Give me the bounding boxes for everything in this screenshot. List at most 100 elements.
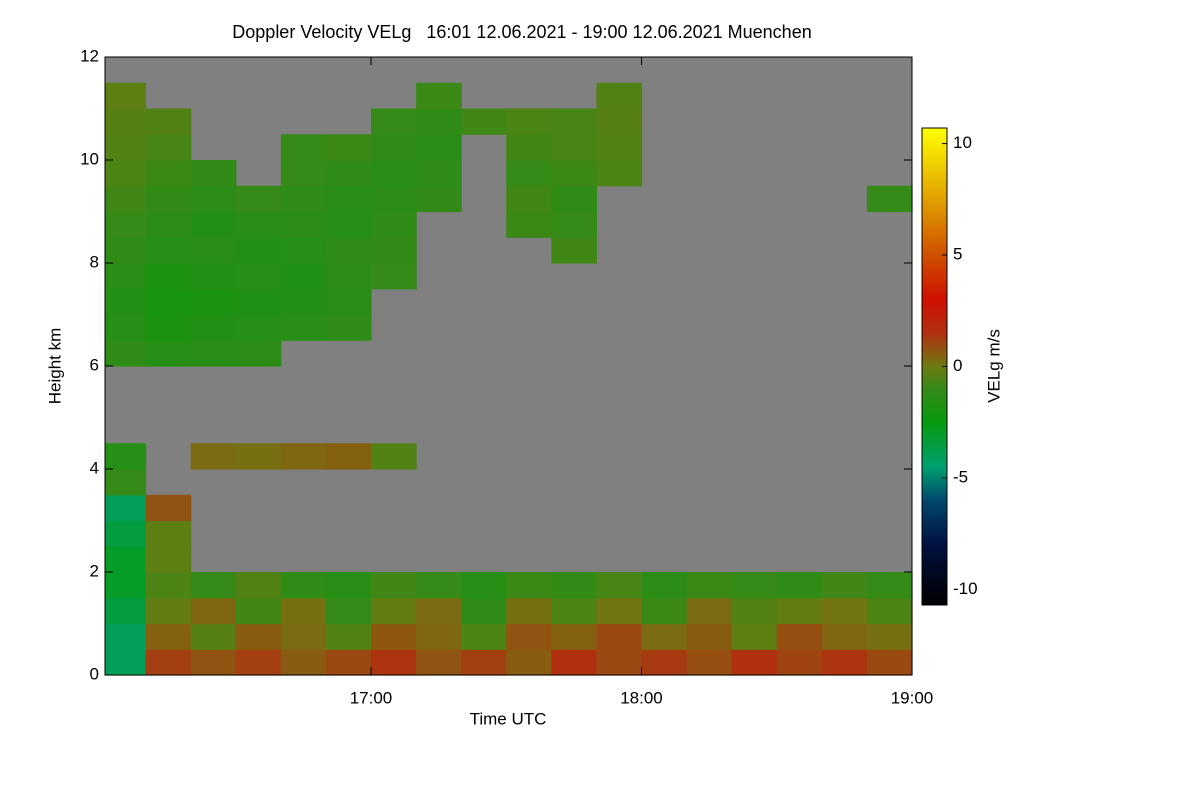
heatmap-cell xyxy=(145,520,192,547)
heatmap-cell xyxy=(190,572,237,599)
heatmap-cell xyxy=(416,649,462,676)
heatmap-cell xyxy=(280,623,327,650)
heatmap-cell xyxy=(105,237,147,264)
heatmap-cell xyxy=(325,160,372,187)
heatmap-cell xyxy=(370,572,417,599)
heatmap-cell xyxy=(105,160,147,187)
y-tick-label: 10 xyxy=(80,149,99,168)
heatmap-cell xyxy=(370,185,417,213)
heatmap-cell xyxy=(105,443,147,470)
heatmap-cell xyxy=(280,288,327,316)
heatmap-cell xyxy=(551,572,598,599)
heatmap-cell xyxy=(190,443,237,470)
heatmap-cell xyxy=(235,623,282,650)
colorbar-tick-label: 0 xyxy=(953,356,962,375)
heatmap-cell xyxy=(776,649,823,676)
heatmap-cell xyxy=(190,263,237,290)
x-tick-label: 19:00 xyxy=(891,688,934,707)
y-tick-label: 2 xyxy=(90,561,99,580)
heatmap-cell xyxy=(145,185,192,213)
heatmap-cell xyxy=(145,211,192,238)
heatmap-cell xyxy=(145,160,192,187)
heatmap-cell xyxy=(821,649,868,676)
heatmap-cell xyxy=(190,314,237,341)
heatmap-cell xyxy=(280,649,327,676)
heatmap-cell xyxy=(190,597,237,625)
heatmap-cell xyxy=(235,649,282,676)
heatmap-cell xyxy=(641,572,688,599)
heatmap-cell xyxy=(686,572,733,599)
heatmap-cell xyxy=(235,443,282,470)
heatmap-cell xyxy=(461,623,507,650)
heatmap-cell xyxy=(416,185,462,213)
heatmap-cell xyxy=(105,340,147,367)
heatmap-cell xyxy=(596,134,643,161)
heatmap-cell xyxy=(280,314,327,341)
heatmap-cell xyxy=(145,314,192,341)
colorbar-tick-label: -10 xyxy=(953,579,978,598)
heatmap-cell xyxy=(370,263,417,290)
heatmap-cell xyxy=(731,572,778,599)
y-tick-label: 12 xyxy=(80,46,99,65)
heatmap-cell xyxy=(145,597,192,625)
heatmap-cell xyxy=(325,623,372,650)
chart-title: Doppler Velocity VELg 16:01 12.06.2021 -… xyxy=(232,22,811,42)
heatmap-cell xyxy=(776,623,823,650)
heatmap-cell xyxy=(105,211,147,238)
heatmap-cell xyxy=(145,237,192,264)
heatmap-cell xyxy=(280,237,327,264)
heatmap-cell xyxy=(416,572,462,599)
heatmap-cell xyxy=(105,263,147,290)
heatmap-cell xyxy=(105,82,147,110)
colorbar-tick-label: 10 xyxy=(953,133,972,152)
heatmap-cell xyxy=(551,134,598,161)
heatmap-cell xyxy=(506,211,552,238)
heatmap-cell xyxy=(280,185,327,213)
heatmap-cell xyxy=(776,597,823,625)
heatmap-cell xyxy=(866,649,913,676)
heatmap-cell xyxy=(641,623,688,650)
heatmap-cell xyxy=(506,623,552,650)
heatmap-cell xyxy=(416,82,462,110)
heatmap-cell xyxy=(190,649,237,676)
heatmap-cell xyxy=(461,597,507,625)
y-axis-label: Height km xyxy=(45,328,64,405)
heatmap-cell xyxy=(280,572,327,599)
heatmap-cell xyxy=(641,597,688,625)
y-tick-label: 4 xyxy=(90,458,99,477)
heatmap-cell xyxy=(731,597,778,625)
heatmap-cell xyxy=(370,237,417,264)
heatmap-cell xyxy=(325,263,372,290)
heatmap-cell xyxy=(506,597,552,625)
heatmap-cell xyxy=(596,160,643,187)
heatmap-cell xyxy=(506,134,552,161)
heatmap-cell xyxy=(235,597,282,625)
heatmap-cell xyxy=(325,314,372,341)
heatmap-cell xyxy=(551,237,598,264)
heatmap-cell xyxy=(105,546,147,573)
heatmap-cell xyxy=(596,597,643,625)
heatmap-cell xyxy=(105,108,147,135)
heatmap-cell xyxy=(280,134,327,161)
heatmap-cell xyxy=(641,649,688,676)
heatmap-cell xyxy=(325,288,372,316)
heatmap-cell xyxy=(145,288,192,316)
heatmap-cell xyxy=(105,314,147,341)
heatmap-cell xyxy=(551,597,598,625)
colorbar-tick-label: -5 xyxy=(953,467,968,486)
heatmap-cell xyxy=(190,237,237,264)
heatmap-cell xyxy=(596,623,643,650)
heatmap-cell xyxy=(821,597,868,625)
heatmap-cell xyxy=(235,288,282,316)
heatmap-cell xyxy=(105,520,147,547)
heatmap-cell xyxy=(105,134,147,161)
heatmap-cell xyxy=(105,185,147,213)
heatmap-cell xyxy=(776,572,823,599)
heatmap-cell xyxy=(235,340,282,367)
heatmap-cell xyxy=(370,623,417,650)
heatmap-cell xyxy=(145,134,192,161)
heatmap-cell xyxy=(325,237,372,264)
heatmap-cell xyxy=(325,185,372,213)
heatmap-cell xyxy=(506,185,552,213)
heatmap-cell xyxy=(105,623,147,650)
